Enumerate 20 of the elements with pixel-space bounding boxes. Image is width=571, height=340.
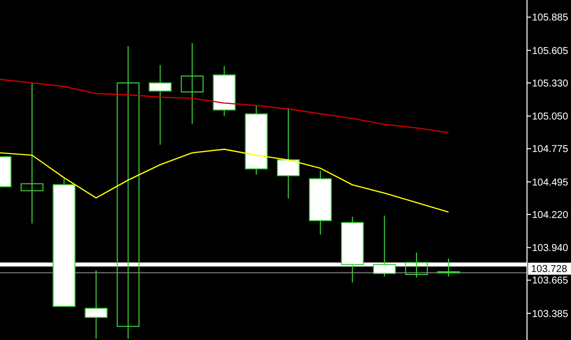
candlestick (116, 46, 140, 340)
y-tick-label: 105.330 (532, 78, 569, 90)
line-series (0, 148, 450, 213)
y-tick-label: 105.605 (532, 46, 569, 57)
y-tick-label: 105.050 (532, 112, 569, 123)
y-tick-label: 103.940 (532, 243, 569, 254)
y-tick-label: 105.885 (532, 12, 569, 24)
line-series (0, 78, 450, 134)
candlestick (405, 252, 428, 278)
candlestick (180, 42, 204, 124)
y-tick-label: 104.775 (532, 144, 569, 156)
candlestick (148, 64, 172, 146)
candlestick (276, 107, 300, 200)
candlestick (20, 82, 44, 224)
y-tick-label: 104.220 (532, 210, 569, 221)
ref-line-label: 103.728 (531, 264, 568, 276)
y-tick-label: 103.665 (532, 276, 569, 287)
y-tick-label: 103.385 (532, 308, 569, 320)
y-tick-label: 104.495 (532, 177, 569, 188)
candlestick (84, 270, 108, 340)
